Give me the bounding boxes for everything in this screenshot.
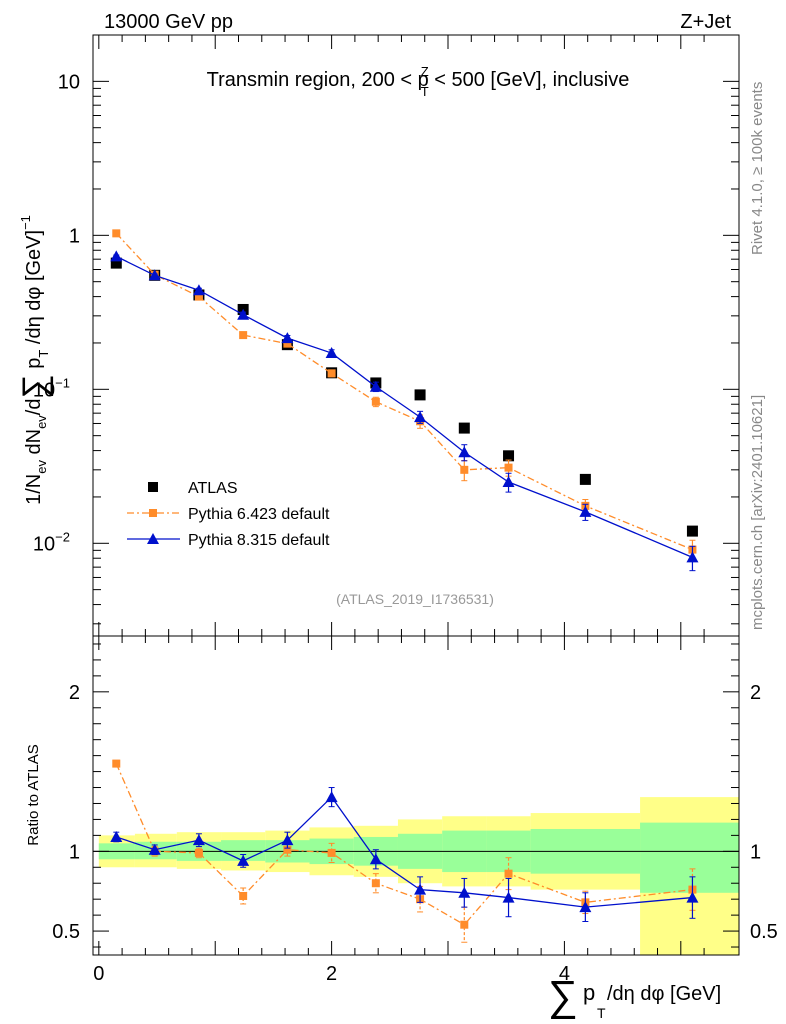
pythia8-data-point xyxy=(148,269,161,281)
ratio-axis-ticks: 0.5 0.5 1 1 2 2 0 2 4 xyxy=(52,636,778,985)
pythia8-data-point xyxy=(414,411,427,423)
ratio-band-inner xyxy=(640,822,739,893)
pythia6-data-point xyxy=(327,369,336,378)
atlas-data-point xyxy=(458,422,470,434)
ratio-pythia8-point xyxy=(237,854,250,866)
pythia8-data-point xyxy=(579,505,592,517)
ratio-pythia8-point xyxy=(502,891,515,903)
atlas-data-point xyxy=(686,525,698,537)
ratio-pythia6-point xyxy=(504,869,513,878)
legend-label-pythia8: Pythia 8.315 default xyxy=(188,532,330,549)
legend: ATLAS Pythia 6.423 default Pythia 8.315 … xyxy=(127,480,330,549)
main-y-tick-exponent: −2 xyxy=(55,529,70,544)
header-process: Z+Jet xyxy=(680,11,731,33)
main-y-tick-label: 10 xyxy=(58,71,80,93)
pythia6-data-point xyxy=(194,292,203,301)
mcplots-label: mcplots.cern.ch [arXiv:2401.10621] xyxy=(749,395,766,630)
pythia6-data-point xyxy=(112,229,121,238)
main-line-pythia8 xyxy=(115,255,693,558)
ratio-y-tick-label: 1 xyxy=(69,841,80,863)
pythia8-data-point xyxy=(281,332,294,344)
atlas-data-point xyxy=(579,473,591,485)
main-y-tick-exponent: −1 xyxy=(55,375,70,390)
ratio-pythia6-point xyxy=(327,848,336,857)
ratio-pythia6-point xyxy=(194,848,203,857)
atlas-data-point xyxy=(414,389,426,401)
pythia8-data-point xyxy=(325,347,338,359)
ratio-pythia8-point xyxy=(579,901,592,913)
pythia6-data-point xyxy=(371,397,380,406)
ratio-pythia8-point xyxy=(110,830,123,842)
main-y-tick-label: 10−2 xyxy=(33,529,70,555)
svg-text:∑: ∑ xyxy=(548,972,578,1019)
main-y-axis-label: 1/Nev dNev/d∑ pT /dη dφ [GeV]−1 xyxy=(16,215,54,505)
main-plot-title: Transmin region, 200 < pZ T < 500 [GeV], … xyxy=(207,64,630,99)
pythia8-data-point xyxy=(237,308,250,320)
ratio-pythia8-point xyxy=(458,886,471,898)
ratio-y-tick-label-right: 0.5 xyxy=(750,921,778,943)
ratio-x-tick-label: 2 xyxy=(326,963,337,985)
pythia6-data-point xyxy=(460,465,469,474)
ratio-plot-frame xyxy=(92,635,740,956)
svg-text:1/Nev dNev/d∑ pT /dη dφ [GeV]: 1/Nev dNev/d∑ pT /dη dφ [GeV]−1 xyxy=(16,215,54,505)
ratio-pythia8-point xyxy=(369,853,382,865)
ratio-y-tick-label-right: 1 xyxy=(750,841,761,863)
watermark-analysis-id: (ATLAS_2019_I1736531) xyxy=(336,591,494,607)
ratio-line-pythia8 xyxy=(116,796,693,908)
pythia8-data-point xyxy=(458,446,471,458)
svg-text:T: T xyxy=(597,1005,606,1021)
main-y-tick-label: 1 xyxy=(69,225,80,247)
pythia6-data-point xyxy=(504,463,513,472)
ratio-pythia6-point xyxy=(371,879,380,888)
legend-label-pythia6: Pythia 6.423 default xyxy=(188,506,330,523)
ratio-pythia8-point xyxy=(192,834,205,846)
pythia8-data-point xyxy=(192,284,205,296)
svg-text:p: p xyxy=(583,980,595,1005)
ratio-x-tick-label: 4 xyxy=(559,963,570,985)
ratio-y-tick-label: 0.5 xyxy=(52,921,80,943)
ratio-pythia6-point xyxy=(460,920,469,929)
main-line-pythia6 xyxy=(115,232,693,551)
legend-marker-atlas xyxy=(148,482,158,492)
pythia6-data-point xyxy=(239,331,248,340)
pythia8-data-point xyxy=(502,476,515,488)
ratio-pythia8-point xyxy=(325,791,338,803)
ratio-pythia8-point xyxy=(686,891,699,903)
pythia6-data-point xyxy=(283,339,292,348)
ratio-pythia8-point xyxy=(148,843,161,855)
atlas-data-point xyxy=(503,450,515,462)
ratio-pythia8-point xyxy=(414,883,427,895)
svg-text:/dη dφ [GeV]: /dη dφ [GeV] xyxy=(607,983,721,1005)
atlas-data-point xyxy=(110,257,122,269)
pythia8-data-point xyxy=(686,551,699,563)
legend-marker-pythia6 xyxy=(149,509,157,517)
ratio-pythia6-point xyxy=(239,891,248,900)
ratio-pythia8-point xyxy=(281,834,294,846)
x-axis-label: ∑ p T /dη dφ [GeV] xyxy=(548,972,721,1021)
ratio-pythia6-point xyxy=(112,759,121,768)
ratio-panel: 0.5 0.5 1 1 2 2 0 2 4 Ratio to ATLAS ∑ p T /dη d… xyxy=(25,635,778,1021)
ratio-line-pythia6 xyxy=(115,763,693,926)
legend-label-atlas: ATLAS xyxy=(188,480,238,497)
ratio-y-tick-label-right: 2 xyxy=(750,682,761,704)
ratio-y-axis-label: Ratio to ATLAS xyxy=(25,744,42,845)
ratio-pythia6-point xyxy=(283,845,292,854)
legend-marker-pythia8 xyxy=(147,533,159,544)
header-energy: 13000 GeV pp xyxy=(104,11,233,33)
ratio-x-tick-label: 0 xyxy=(93,963,104,985)
rivet-version-label: Rivet 4.1.0, ≥ 100k events xyxy=(749,82,766,255)
pythia8-data-point xyxy=(369,380,382,392)
pythia8-data-point xyxy=(110,250,123,262)
ratio-y-tick-label: 2 xyxy=(69,682,80,704)
